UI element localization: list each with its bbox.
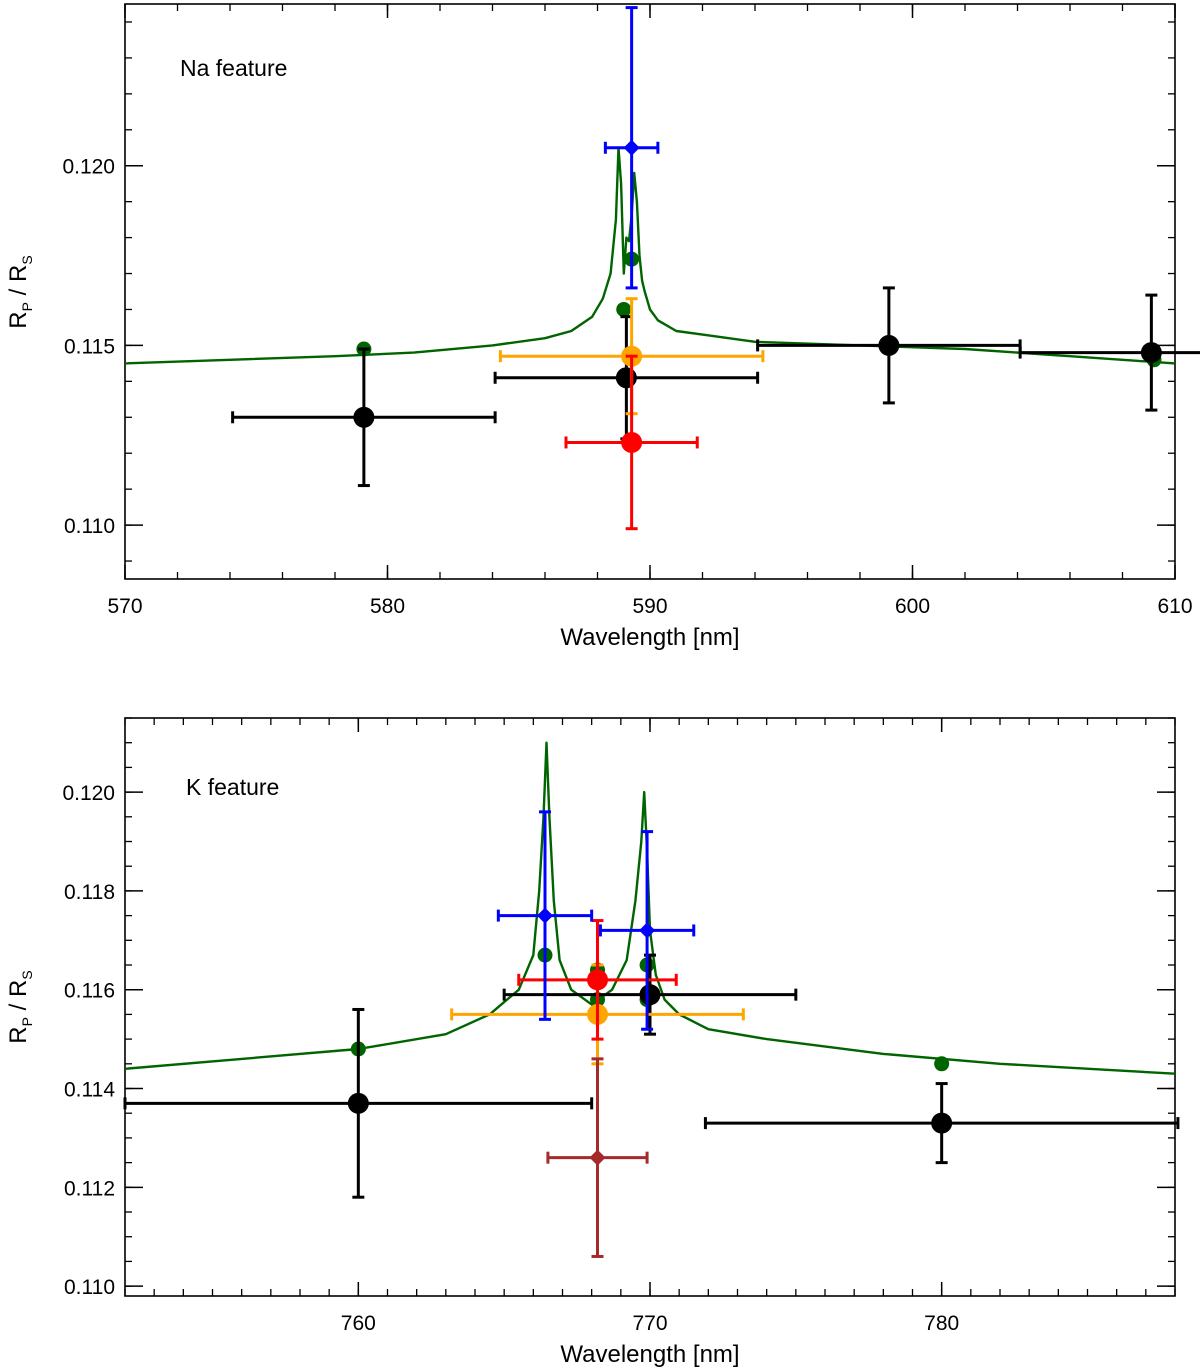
y-tick-label: 0.116 xyxy=(64,980,115,1003)
data-point xyxy=(878,334,900,356)
data-point xyxy=(639,984,661,1006)
y-tick-label: 0.110 xyxy=(64,1276,115,1299)
data-marks xyxy=(123,741,1180,1258)
x-tick-label: 580 xyxy=(370,595,405,618)
y-tick-label: 0.120 xyxy=(62,782,115,805)
x-tick-label: 600 xyxy=(895,595,930,618)
data-point xyxy=(931,1112,953,1134)
y-tick-label: 0.114 xyxy=(64,1079,115,1102)
y-tick-label: 0.115 xyxy=(64,335,115,358)
x-axis-title: Wavelength [nm] xyxy=(560,1341,739,1368)
x-tick-label: 610 xyxy=(1157,595,1192,618)
x-tick-label: 770 xyxy=(632,1312,667,1335)
y-tick-label: 0.112 xyxy=(64,1177,115,1200)
y-tick-label: 0.120 xyxy=(62,156,115,179)
data-point xyxy=(347,1092,369,1114)
x-tick-label: 570 xyxy=(107,595,142,618)
y-axis-title: RP / RS xyxy=(5,970,35,1043)
data-point-diamond xyxy=(639,922,656,939)
data-point-diamond xyxy=(623,139,640,156)
data-marks xyxy=(124,6,1200,531)
data-point xyxy=(615,367,637,389)
x-tick-label: 590 xyxy=(632,595,667,618)
y-axis-title: RP / RS xyxy=(5,255,35,328)
y-tick-label: 0.118 xyxy=(64,881,115,904)
x-axis-title: Wavelength [nm] xyxy=(560,624,739,651)
model-spectrum-line xyxy=(124,146,1176,365)
model-binned-point xyxy=(934,1056,950,1072)
k-feature-panel: K feature Wavelength [nm] RP / RS 760 770… xyxy=(5,717,1180,1368)
panel-annotation: K feature xyxy=(186,774,279,800)
panel-annotation: Na feature xyxy=(180,55,287,81)
axis-ticks: 760 770 780 0.110 0.112 0.114 0.116 0.118 0.120 xyxy=(62,717,1176,1335)
x-tick-label: 780 xyxy=(924,1312,959,1335)
x-tick-label: 760 xyxy=(341,1312,376,1335)
axis-ticks: 570 580 590 600 610 0.110 0.115 0.120 xyxy=(62,4,1193,618)
data-point-diamond xyxy=(589,1149,606,1166)
y-tick-label: 0.110 xyxy=(64,515,115,538)
data-point xyxy=(1140,342,1162,364)
data-point xyxy=(353,406,375,428)
na-feature-panel: Na feature Wavelength [nm] RP / RS 570 58… xyxy=(5,3,1200,651)
data-point xyxy=(621,431,643,453)
data-point-diamond xyxy=(537,907,553,924)
plot-frame xyxy=(124,3,1176,580)
data-point xyxy=(587,969,608,991)
model-binned-point xyxy=(616,301,632,317)
